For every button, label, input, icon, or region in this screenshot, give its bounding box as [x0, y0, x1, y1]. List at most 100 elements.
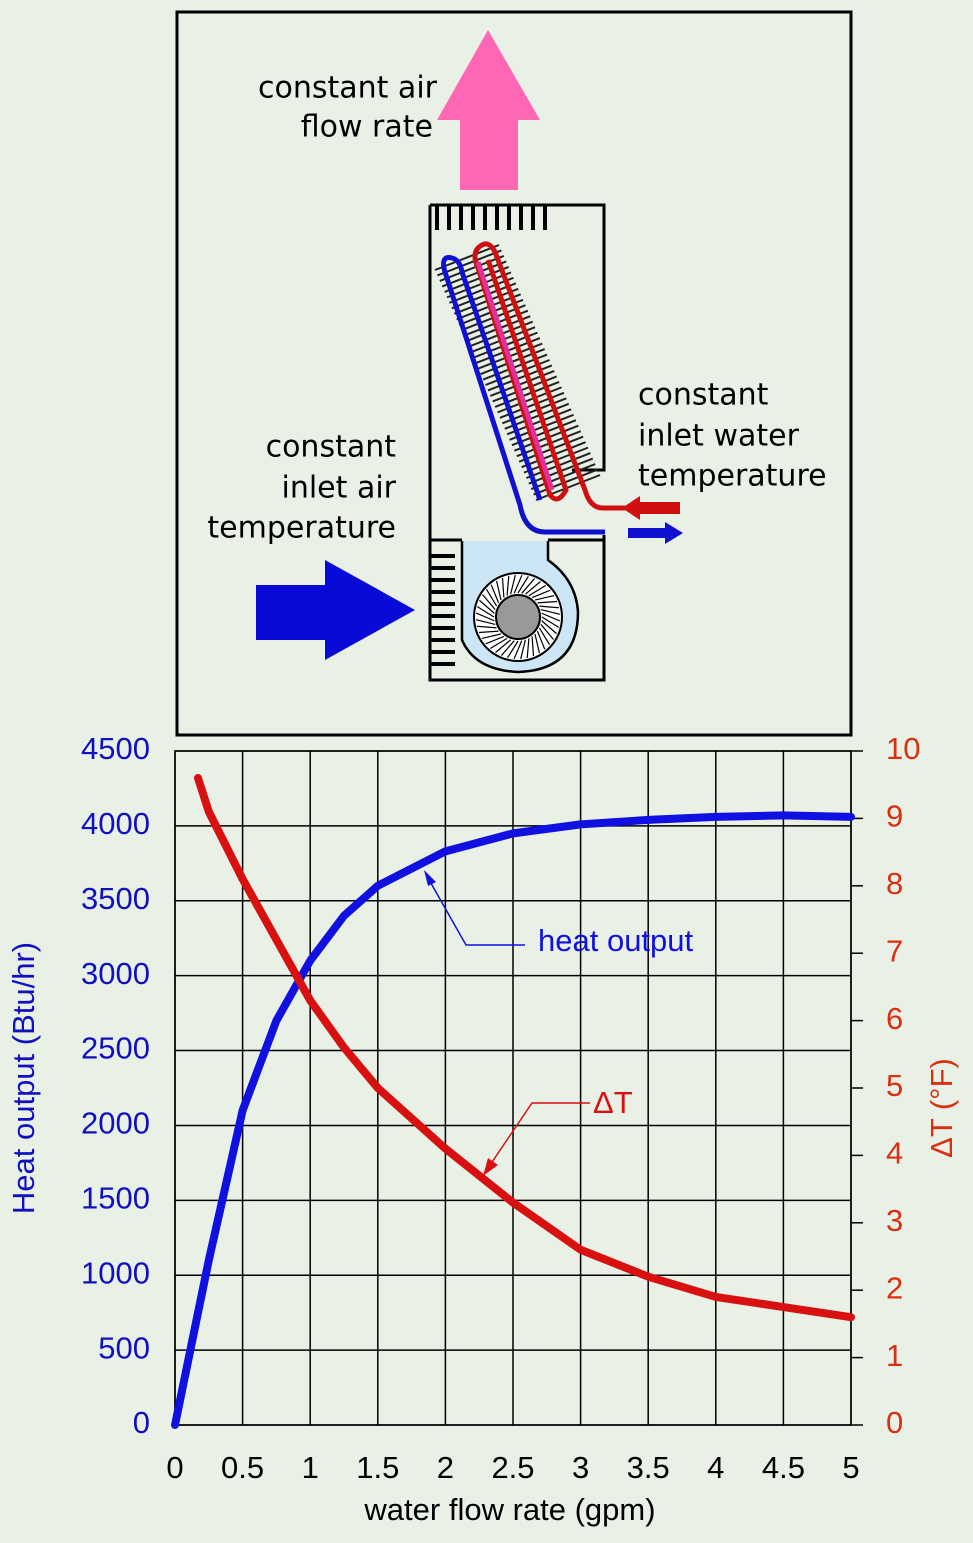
- blade: [539, 605, 560, 609]
- air-out-arrow: [437, 30, 540, 190]
- blade: [489, 637, 508, 650]
- y-tick-label: 2500: [81, 1031, 150, 1066]
- fan-blades: [475, 574, 561, 660]
- y2-axis-title: ΔT (°F): [924, 1058, 959, 1158]
- blade: [507, 640, 519, 659]
- blade: [517, 575, 529, 594]
- x-tick-label: 1: [302, 1450, 319, 1485]
- y2-tick-label: 7: [886, 933, 903, 968]
- blade: [526, 638, 530, 659]
- blade: [541, 620, 557, 635]
- fin: [439, 255, 505, 282]
- return-tube: [441, 255, 605, 535]
- inner-tube: [475, 261, 555, 491]
- blade: [531, 636, 535, 657]
- fin: [535, 474, 601, 501]
- fin: [451, 282, 517, 310]
- supply-tube: [472, 241, 625, 511]
- x-tick-label: 0.5: [221, 1450, 264, 1485]
- arrow-head: [483, 1158, 498, 1176]
- blade: [476, 625, 497, 629]
- label-line: constant air: [258, 71, 438, 106]
- x-tick-label: 1.5: [356, 1450, 399, 1485]
- annotation-arrow: [427, 877, 525, 946]
- air-in-arrow: [256, 560, 415, 660]
- y-tick-label: 3500: [81, 881, 150, 916]
- y-tick-label: 0: [133, 1405, 150, 1440]
- blade: [513, 640, 523, 660]
- fin: [449, 276, 514, 304]
- fin: [444, 265, 509, 293]
- blade: [528, 584, 547, 597]
- y-tick-label: 2000: [81, 1106, 150, 1141]
- x-axis-title: water flow rate (gpm): [363, 1492, 655, 1527]
- blade: [534, 633, 541, 654]
- blade: [479, 599, 495, 614]
- x-tick-label: 5: [842, 1450, 859, 1485]
- blade: [482, 594, 496, 610]
- label-line: flow rate: [301, 110, 433, 145]
- blade: [541, 616, 560, 628]
- x-tick-label: 0: [166, 1450, 183, 1485]
- y2-tick-label: 8: [886, 866, 903, 901]
- y-tick-label: 1500: [81, 1181, 150, 1216]
- water-out-arrow: [628, 522, 683, 544]
- blade: [538, 627, 551, 646]
- top-grille: [430, 205, 547, 666]
- blade: [531, 589, 551, 599]
- x-tick-label: 4.5: [762, 1450, 805, 1485]
- chart: water flow rate (gpm) Heat output (Btu/h…: [6, 731, 959, 1527]
- x-tick-label: 3.5: [627, 1450, 670, 1485]
- diagram: constant air flow rate constant inlet wa…: [175, 10, 853, 737]
- blade: [537, 600, 558, 604]
- y2-tick-label: 5: [886, 1068, 903, 1103]
- fin: [437, 249, 502, 277]
- y2-tick-label: 6: [886, 1001, 903, 1036]
- series-annotation: ΔT: [593, 1085, 633, 1120]
- y2-tick-label: 1: [886, 1338, 903, 1373]
- fan-hub: [495, 594, 541, 640]
- blade: [485, 588, 498, 607]
- label-line: inlet water: [638, 419, 800, 454]
- blade: [495, 580, 502, 601]
- blade: [506, 575, 510, 596]
- x-tick-label: 3: [572, 1450, 589, 1485]
- y-tick-label: 500: [98, 1330, 150, 1365]
- series-annotation: heat output: [538, 923, 694, 958]
- blade: [525, 581, 541, 595]
- y2-tick-label: 10: [886, 731, 920, 766]
- y2-tick-label: 2: [886, 1270, 903, 1305]
- label-line: constant: [638, 378, 769, 413]
- series-line: [171, 811, 855, 1429]
- x-tick-label: 2: [437, 1450, 454, 1485]
- y-axis-title: Heat output (Btu/hr): [6, 942, 41, 1214]
- y-tick-label: 3000: [81, 956, 150, 991]
- y2-tick-label: 0: [886, 1405, 903, 1440]
- blade: [540, 624, 554, 640]
- arrow-head: [424, 870, 436, 886]
- blade: [534, 594, 555, 601]
- blade: [475, 619, 496, 625]
- diagram-labels: constant air flow rate constant inlet wa…: [207, 71, 826, 546]
- blade: [490, 584, 500, 604]
- blade: [540, 609, 561, 615]
- blade: [478, 630, 499, 634]
- y-tick-label: 4500: [81, 731, 150, 766]
- fin: [441, 260, 507, 288]
- blade: [521, 578, 536, 594]
- x-tick-label: 2.5: [491, 1450, 534, 1485]
- label-line: constant: [266, 430, 397, 465]
- annotation-arrow: [487, 1102, 590, 1169]
- label-line: temperature: [207, 511, 396, 546]
- blade: [513, 574, 523, 594]
- series-line: [193, 773, 855, 1322]
- blade: [495, 639, 511, 653]
- blade: [501, 577, 505, 598]
- blade: [481, 633, 502, 640]
- x-tick-label: 4: [707, 1450, 724, 1485]
- blade: [510, 574, 516, 595]
- blade: [536, 630, 546, 650]
- blade: [476, 606, 495, 618]
